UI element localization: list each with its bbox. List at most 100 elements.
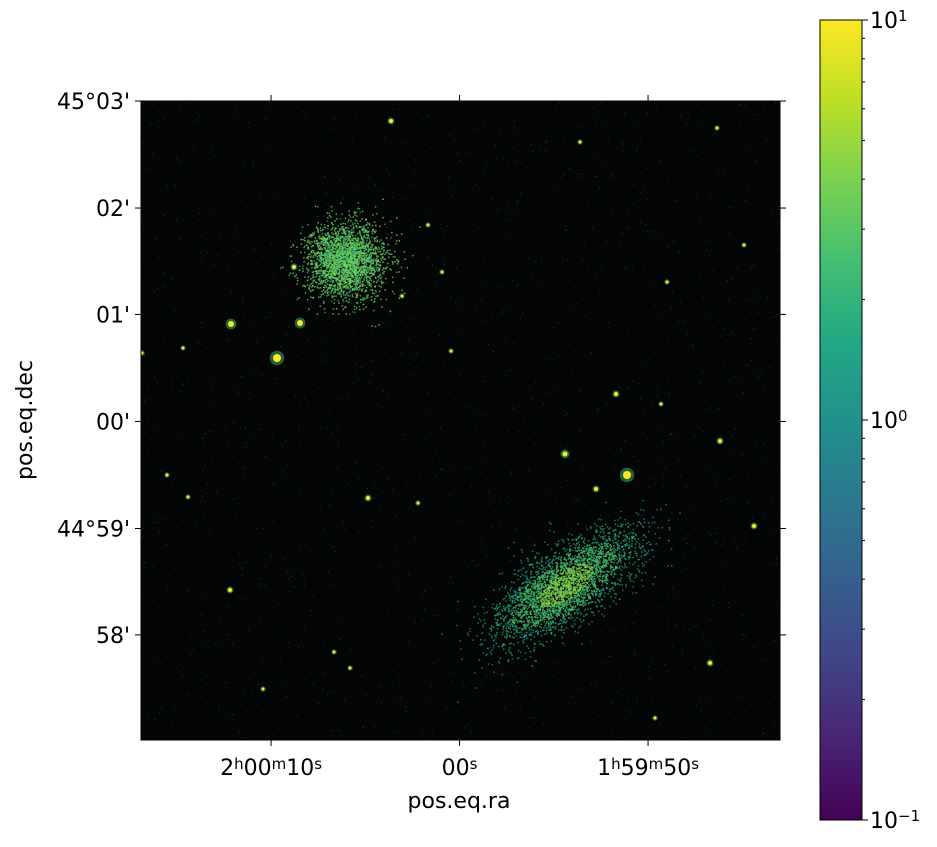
pixel: [353, 278, 356, 281]
pixel: [356, 264, 358, 266]
pixel: [346, 284, 348, 286]
pixel: [245, 446, 247, 448]
pixel: [246, 521, 248, 523]
pixel: [269, 639, 271, 641]
pixel: [355, 277, 357, 279]
pixel: [349, 281, 351, 283]
pixel: [361, 210, 364, 213]
pixel: [353, 245, 356, 248]
pixel: [311, 282, 314, 284]
pixel: [303, 261, 305, 263]
pixel: [355, 248, 358, 251]
pixel: [172, 175, 174, 177]
pixel: [521, 573, 523, 576]
pixel: [375, 277, 377, 279]
pixel: [766, 658, 767, 660]
pixel: [652, 556, 655, 558]
pixel: [583, 557, 585, 560]
pixel: [537, 144, 539, 146]
pixel: [511, 472, 513, 474]
pixel: [348, 279, 351, 281]
pixel: [338, 236, 341, 238]
pixel: [517, 325, 519, 327]
pixel: [357, 281, 359, 283]
pixel: [328, 248, 331, 250]
pixel: [160, 242, 162, 244]
pixel: [348, 261, 350, 263]
pixel: [767, 495, 769, 496]
pixel: [357, 274, 360, 277]
pixel: [324, 253, 327, 256]
pixel: [176, 221, 178, 223]
pixel: [393, 293, 395, 295]
pixel: [309, 253, 311, 255]
pixel: [321, 271, 324, 273]
pixel: [333, 273, 335, 275]
pixel: [412, 434, 414, 436]
pixel: [351, 271, 354, 273]
pixel: [547, 584, 549, 586]
pixel: [327, 231, 329, 234]
pixel: [340, 253, 342, 255]
pixel: [595, 277, 597, 278]
pixel: [359, 288, 361, 290]
pixel: [412, 184, 414, 186]
pixel: [364, 267, 367, 270]
pixel: [627, 333, 629, 335]
pixel: [335, 255, 337, 257]
pixel: [647, 231, 649, 233]
pixel: [324, 311, 326, 314]
pixel: [602, 552, 604, 555]
pixel: [388, 335, 390, 337]
pixel: [355, 296, 357, 299]
pixel: [767, 297, 768, 298]
pixel: [379, 261, 382, 264]
pixel: [355, 288, 358, 291]
pixel: [623, 259, 625, 261]
pixel: [349, 216, 351, 218]
pixel: [329, 274, 332, 276]
pixel: [595, 566, 598, 568]
pixel: [352, 240, 355, 242]
pixel: [602, 561, 604, 564]
pixel: [329, 287, 332, 289]
pixel: [705, 240, 707, 242]
pixel: [321, 232, 324, 235]
pixel: [373, 497, 375, 499]
pixel: [622, 545, 624, 547]
pixel: [498, 666, 499, 668]
pixel: [370, 263, 372, 266]
pixel: [372, 214, 374, 216]
pixel: [422, 498, 424, 500]
pixel: [659, 427, 661, 429]
pixel: [686, 569, 687, 570]
pixel: [443, 684, 445, 686]
pixel: [726, 567, 728, 569]
pixel: [508, 266, 510, 268]
pixel: [602, 467, 604, 469]
pixel: [504, 623, 507, 625]
pixel: [757, 312, 759, 314]
pixel: [344, 231, 346, 233]
pixel: [533, 544, 536, 546]
pixel: [188, 694, 190, 696]
pixel: [231, 567, 233, 569]
pixel: [349, 290, 352, 293]
pixel: [363, 234, 366, 237]
pixel: [762, 514, 764, 516]
pixel: [147, 454, 149, 456]
pixel: [249, 391, 251, 393]
pixel: [333, 583, 335, 585]
pixel: [348, 313, 351, 315]
pixel: [484, 123, 486, 125]
pixel: [344, 230, 347, 232]
pixel: [467, 466, 468, 468]
pixel: [406, 267, 409, 269]
pixel: [386, 266, 389, 268]
pixel: [675, 421, 677, 423]
pixel: [451, 195, 453, 197]
pixel: [696, 155, 698, 157]
pixel: [336, 258, 339, 260]
pixel: [342, 250, 344, 252]
pixel: [287, 578, 289, 580]
